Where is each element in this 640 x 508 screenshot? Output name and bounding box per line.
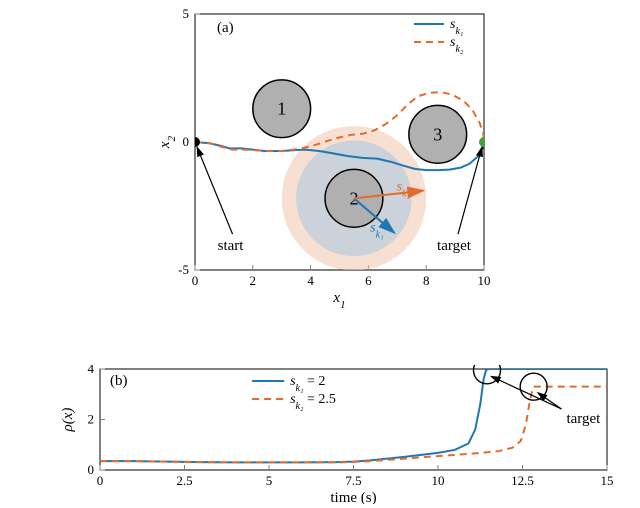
svg-text:7.5: 7.5: [345, 473, 361, 488]
svg-text:8: 8: [423, 273, 430, 288]
svg-text:10: 10: [478, 273, 491, 288]
svg-text:10: 10: [432, 473, 445, 488]
svg-text:2: 2: [88, 412, 95, 427]
svg-text:sk₁: sk₁: [450, 17, 463, 37]
svg-text:0: 0: [183, 134, 190, 149]
svg-text:target: target: [566, 411, 601, 427]
svg-text:-5: -5: [178, 262, 189, 277]
svg-text:4: 4: [88, 365, 95, 376]
figure-root: 0246810-505x1x2123sk₁sk₂starttarget(a)sk…: [0, 0, 640, 508]
svg-text:2: 2: [250, 273, 256, 288]
svg-text:(a): (a): [217, 20, 234, 36]
svg-text:sk₁ = 2: sk₁ = 2: [290, 374, 325, 394]
svg-text:time (s): time (s): [330, 490, 376, 504]
svg-text:3: 3: [433, 124, 442, 144]
panel-a-svg: 0246810-505x1x2123sk₁sk₂starttarget(a)sk…: [155, 8, 490, 308]
svg-text:0: 0: [97, 473, 104, 488]
svg-text:1: 1: [277, 99, 286, 119]
panel-b-legend: sk₁ = 2sk₂ = 2.5: [252, 374, 336, 412]
svg-text:4: 4: [307, 273, 314, 288]
svg-text:(b): (b): [110, 373, 128, 389]
svg-text:x2: x2: [157, 135, 178, 149]
svg-text:12.5: 12.5: [511, 473, 534, 488]
svg-text:target: target: [437, 238, 472, 254]
panel-a: 0246810-505x1x2123sk₁sk₂starttarget(a)sk…: [155, 8, 490, 308]
svg-text:sk₂ = 2.5: sk₂ = 2.5: [290, 392, 336, 412]
svg-text:6: 6: [365, 273, 372, 288]
svg-text:5: 5: [183, 8, 190, 21]
svg-text:ρ(x): ρ(x): [60, 408, 76, 433]
svg-text:x1: x1: [332, 290, 345, 308]
svg-text:0: 0: [192, 273, 199, 288]
svg-text:15: 15: [601, 473, 614, 488]
panel-b-svg: 0 2.5 5 7.5 10 12.5 15 0 2 4 time (s) ρ(x) (b) sk₁ = …: [58, 365, 613, 504]
panel-a-legend: sk₁sk₂: [414, 17, 464, 55]
svg-text:5: 5: [266, 473, 273, 488]
svg-text:2.5: 2.5: [176, 473, 192, 488]
svg-text:sk₂: sk₂: [450, 35, 464, 55]
panel-b: 0 2.5 5 7.5 10 12.5 15 0 2 4 time (s) ρ(x) (b) sk₁ = …: [58, 365, 613, 504]
svg-text:0: 0: [88, 462, 95, 477]
svg-text:start: start: [218, 238, 245, 254]
